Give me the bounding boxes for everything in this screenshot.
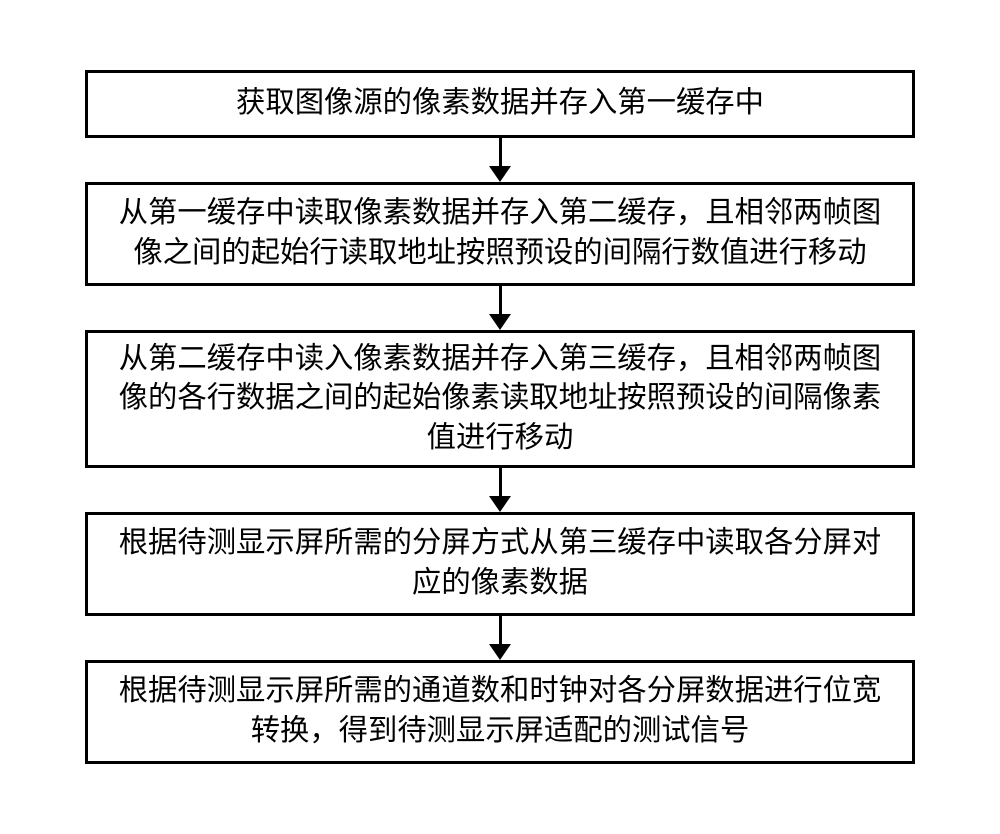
flow-step-text: 像的各行数据之间的起始像素读取地址按照预设的间隔像素 bbox=[119, 382, 882, 414]
flow-step-text: 像之间的起始行读取地址按照预设的间隔行数值进行移动 bbox=[133, 237, 866, 269]
flow-step-4: 根据待测显示屏所需的分屏方式从第三缓存中读取各分屏对应的像素数据 bbox=[85, 512, 915, 616]
flow-step-text: 从第一缓存中读取像素数据并存入第二缓存，且相邻两帧图 bbox=[119, 197, 882, 229]
arrow-down-icon bbox=[489, 616, 511, 660]
arrow-down-icon bbox=[489, 468, 511, 512]
flow-step-2: 从第一缓存中读取像素数据并存入第二缓存，且相邻两帧图像之间的起始行读取地址按照预… bbox=[85, 182, 915, 286]
flow-step-5: 根据待测显示屏所需的通道数和时钟对各分屏数据进行位宽转换，得到待测显示屏适配的测… bbox=[85, 660, 915, 764]
flow-step-text: 转换，得到待测显示屏适配的测试信号 bbox=[251, 715, 750, 747]
flow-step-text: 根据待测显示屏所需的通道数和时钟对各分屏数据进行位宽 bbox=[119, 675, 882, 707]
flow-step-text: 应的像素数据 bbox=[412, 567, 588, 599]
flow-step-3: 从第二缓存中读入像素数据并存入第三缓存，且相邻两帧图像的各行数据之间的起始像素读… bbox=[85, 330, 915, 468]
flow-step-text: 从第二缓存中读入像素数据并存入第三缓存，且相邻两帧图 bbox=[119, 343, 882, 375]
flowchart: 获取图像源的像素数据并存入第一缓存中从第一缓存中读取像素数据并存入第二缓存，且相… bbox=[85, 70, 915, 764]
flow-step-text: 根据待测显示屏所需的分屏方式从第三缓存中读取各分屏对 bbox=[119, 527, 882, 559]
flow-step-text: 获取图像源的像素数据并存入第一缓存中 bbox=[236, 87, 764, 119]
flow-step-text: 值进行移动 bbox=[427, 422, 574, 454]
arrow-down-icon bbox=[489, 138, 511, 182]
arrow-down-icon bbox=[489, 286, 511, 330]
flow-step-1: 获取图像源的像素数据并存入第一缓存中 bbox=[85, 70, 915, 138]
